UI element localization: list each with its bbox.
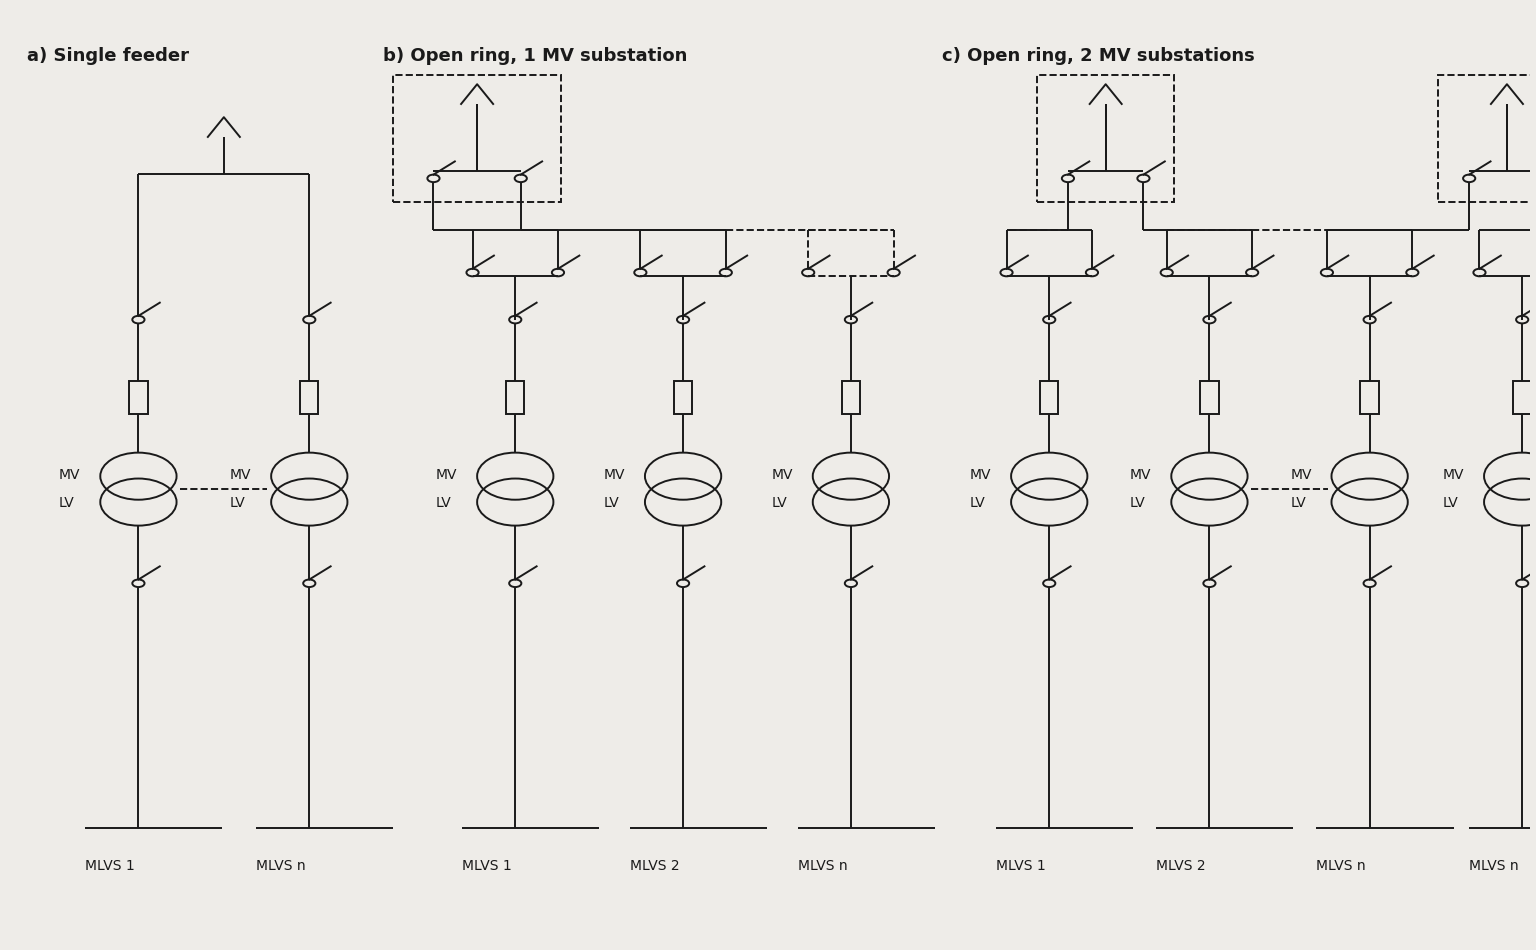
Text: MV: MV <box>771 468 793 482</box>
Bar <box>1361 381 1379 414</box>
Bar <box>1037 75 1175 202</box>
Text: MLVS 1: MLVS 1 <box>462 860 511 873</box>
Bar <box>1513 381 1531 414</box>
Text: MLVS 1: MLVS 1 <box>995 860 1046 873</box>
Text: MV: MV <box>1442 468 1464 482</box>
Text: MLVS 2: MLVS 2 <box>630 860 679 873</box>
Text: MLVS 2: MLVS 2 <box>1157 860 1206 873</box>
Text: LV: LV <box>1290 496 1306 510</box>
Text: MV: MV <box>58 468 80 482</box>
Bar <box>1200 381 1218 414</box>
Bar <box>842 381 860 414</box>
Text: MV: MV <box>230 468 252 482</box>
Bar <box>300 381 318 414</box>
Text: MLVS n: MLVS n <box>257 860 306 873</box>
Text: LV: LV <box>436 496 452 510</box>
Text: LV: LV <box>1442 496 1459 510</box>
Bar <box>393 75 561 202</box>
Bar <box>505 381 524 414</box>
Bar <box>129 381 147 414</box>
Text: LV: LV <box>969 496 986 510</box>
Bar <box>674 381 693 414</box>
Text: MV: MV <box>1290 468 1312 482</box>
Text: MV: MV <box>1130 468 1152 482</box>
Bar <box>1040 381 1058 414</box>
Text: MV: MV <box>969 468 991 482</box>
Text: MLVS n: MLVS n <box>1316 860 1366 873</box>
Text: LV: LV <box>1130 496 1146 510</box>
Text: LV: LV <box>604 496 619 510</box>
Text: LV: LV <box>230 496 246 510</box>
Text: MV: MV <box>604 468 625 482</box>
Text: b) Open ring, 1 MV substation: b) Open ring, 1 MV substation <box>382 47 687 65</box>
Text: MV: MV <box>436 468 458 482</box>
Text: MLVS n: MLVS n <box>797 860 848 873</box>
Text: c) Open ring, 2 MV substations: c) Open ring, 2 MV substations <box>943 47 1255 65</box>
Text: LV: LV <box>771 496 788 510</box>
Bar <box>1438 75 1536 202</box>
Text: MLVS n: MLVS n <box>1468 860 1519 873</box>
Text: MLVS 1: MLVS 1 <box>84 860 135 873</box>
Text: a) Single feeder: a) Single feeder <box>28 47 189 65</box>
Text: LV: LV <box>58 496 75 510</box>
